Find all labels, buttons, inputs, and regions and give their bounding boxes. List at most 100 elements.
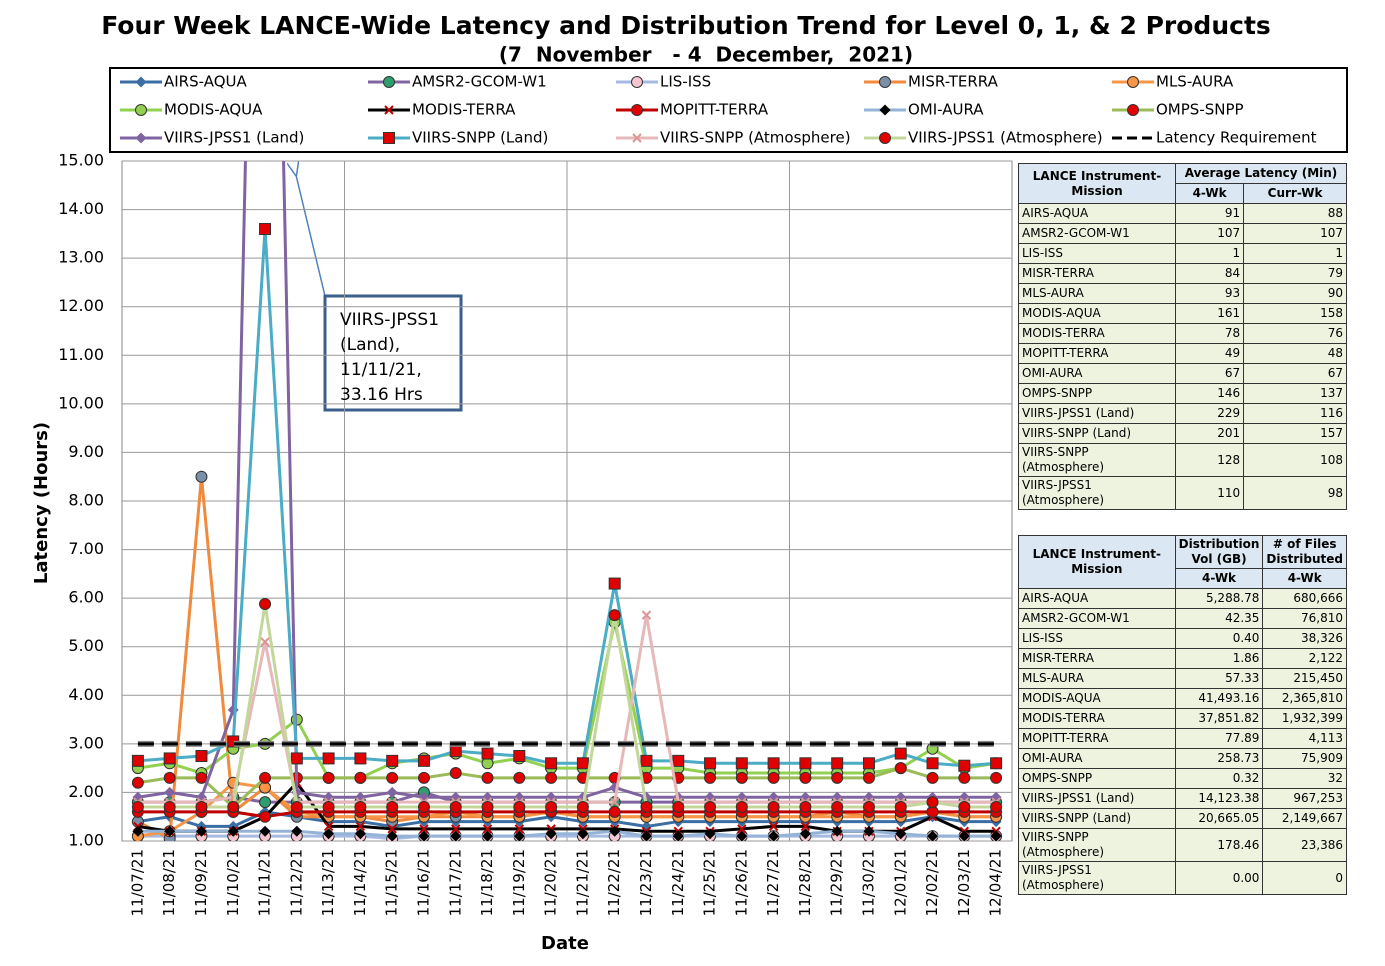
marker [417,771,430,784]
marker [863,825,875,837]
marker [482,830,494,841]
table-cell: 1 [1243,243,1347,264]
table-cell: MLS-AURA [1018,668,1176,689]
marker [895,828,907,840]
table-cell: 79 [1243,263,1347,284]
table-cell: 178.46 [1174,828,1264,862]
y-tick-label: 5.00 [68,636,104,655]
table-cell: 110 [1174,476,1245,510]
marker [195,801,208,813]
legend-label: MLS-AURA [1156,73,1234,91]
marker [290,801,303,813]
table-cell: 20,665.05 [1174,808,1264,829]
table-cell: 91 [1174,203,1245,224]
table-cell: VIIRS-SNPP (Atmosphere) [1018,443,1176,477]
marker [990,771,1003,784]
table-cell: VIIRS-JPSS1 (Land) [1018,403,1176,424]
table-cell: 0.32 [1174,768,1264,789]
y-tick-label: 12.00 [58,296,104,315]
marker [926,757,939,770]
marker [354,771,367,784]
marker [862,801,875,813]
marker [259,796,272,809]
marker [768,821,779,832]
legend-label: VIIRS-JPSS1 (Atmosphere) [908,129,1103,147]
x-tick-label: 11/28/21 [796,849,814,916]
x-tick-label: 11/30/21 [859,849,877,916]
table-cell: OMI-AURA [1018,363,1176,384]
table-cell: 77.89 [1174,728,1264,749]
table-cell: Average Latency (Min) [1175,163,1347,184]
y-tick-label: 11.00 [58,345,104,364]
annotation-text: (Land), [340,335,400,355]
table-cell: 2,149,667 [1262,808,1347,829]
y-tick-label: 8.00 [68,491,104,510]
table-cell: 4-Wk [1174,183,1245,204]
table-cell: 98 [1243,476,1347,510]
table-cell: 49 [1174,343,1245,364]
marker [135,132,147,144]
marker [990,830,1002,841]
marker [227,825,239,837]
marker [322,771,335,784]
marker [417,754,430,767]
legend-label: VIIRS-SNPP (Land) [412,129,548,147]
x-tick-label: 12/02/21 [923,849,941,916]
x-tick-label: 11/18/21 [478,849,496,916]
marker [640,801,653,813]
table-cell: AIRS-AQUA [1018,588,1176,609]
marker [290,752,303,765]
table-cell: Curr-Wk [1243,183,1347,204]
y-tick-label: 3.00 [68,733,104,752]
marker [260,637,270,647]
legend-label: MODIS-AQUA [164,101,263,119]
marker [926,796,939,809]
marker [894,762,907,775]
legend-label: LIS-ISS [660,73,711,91]
marker [831,757,844,770]
series-line [137,161,997,799]
marker [640,754,653,767]
marker [704,828,716,840]
marker [195,750,208,762]
x-tick-label: 12/03/21 [955,849,973,916]
legend-label: MOPITT-TERRA [660,101,769,119]
y-axis-title: Latency (Hours) [31,422,52,584]
marker [481,747,494,760]
marker [449,801,462,813]
marker [227,704,239,716]
marker [195,470,208,483]
marker [894,801,907,813]
marker [354,801,367,813]
table-cell: 23,386 [1262,828,1347,862]
table-cell: LANCE Instrument-Mission [1018,163,1176,204]
marker [513,771,526,784]
marker [132,825,144,837]
marker [704,757,717,770]
marker [449,745,462,758]
table-cell: 76 [1243,323,1347,344]
table-cell: 680,666 [1262,588,1347,609]
marker [631,76,643,88]
marker [323,828,335,840]
marker [386,771,399,784]
legend-label: AIRS-AQUA [164,73,247,91]
table-cell: 14,123.38 [1174,788,1264,809]
table-cell: OMI-AURA [1018,748,1176,769]
marker [958,801,971,813]
table-cell: # of Files Distributed [1262,535,1347,569]
marker [195,825,207,837]
marker [354,828,366,840]
series-line [137,829,997,838]
x-tick-label: 11/24/21 [669,849,687,916]
table-cell: 90 [1243,283,1347,304]
table-cell: 1 [1174,243,1245,264]
table-cell: MOPITT-TERRA [1018,343,1176,364]
table-cell: 157 [1243,423,1347,444]
x-tick-label: 11/21/21 [573,849,591,916]
table-cell: 229 [1174,403,1245,424]
marker [926,771,939,784]
marker [383,132,395,144]
marker [386,754,399,767]
table-cell: 258.73 [1174,748,1264,769]
